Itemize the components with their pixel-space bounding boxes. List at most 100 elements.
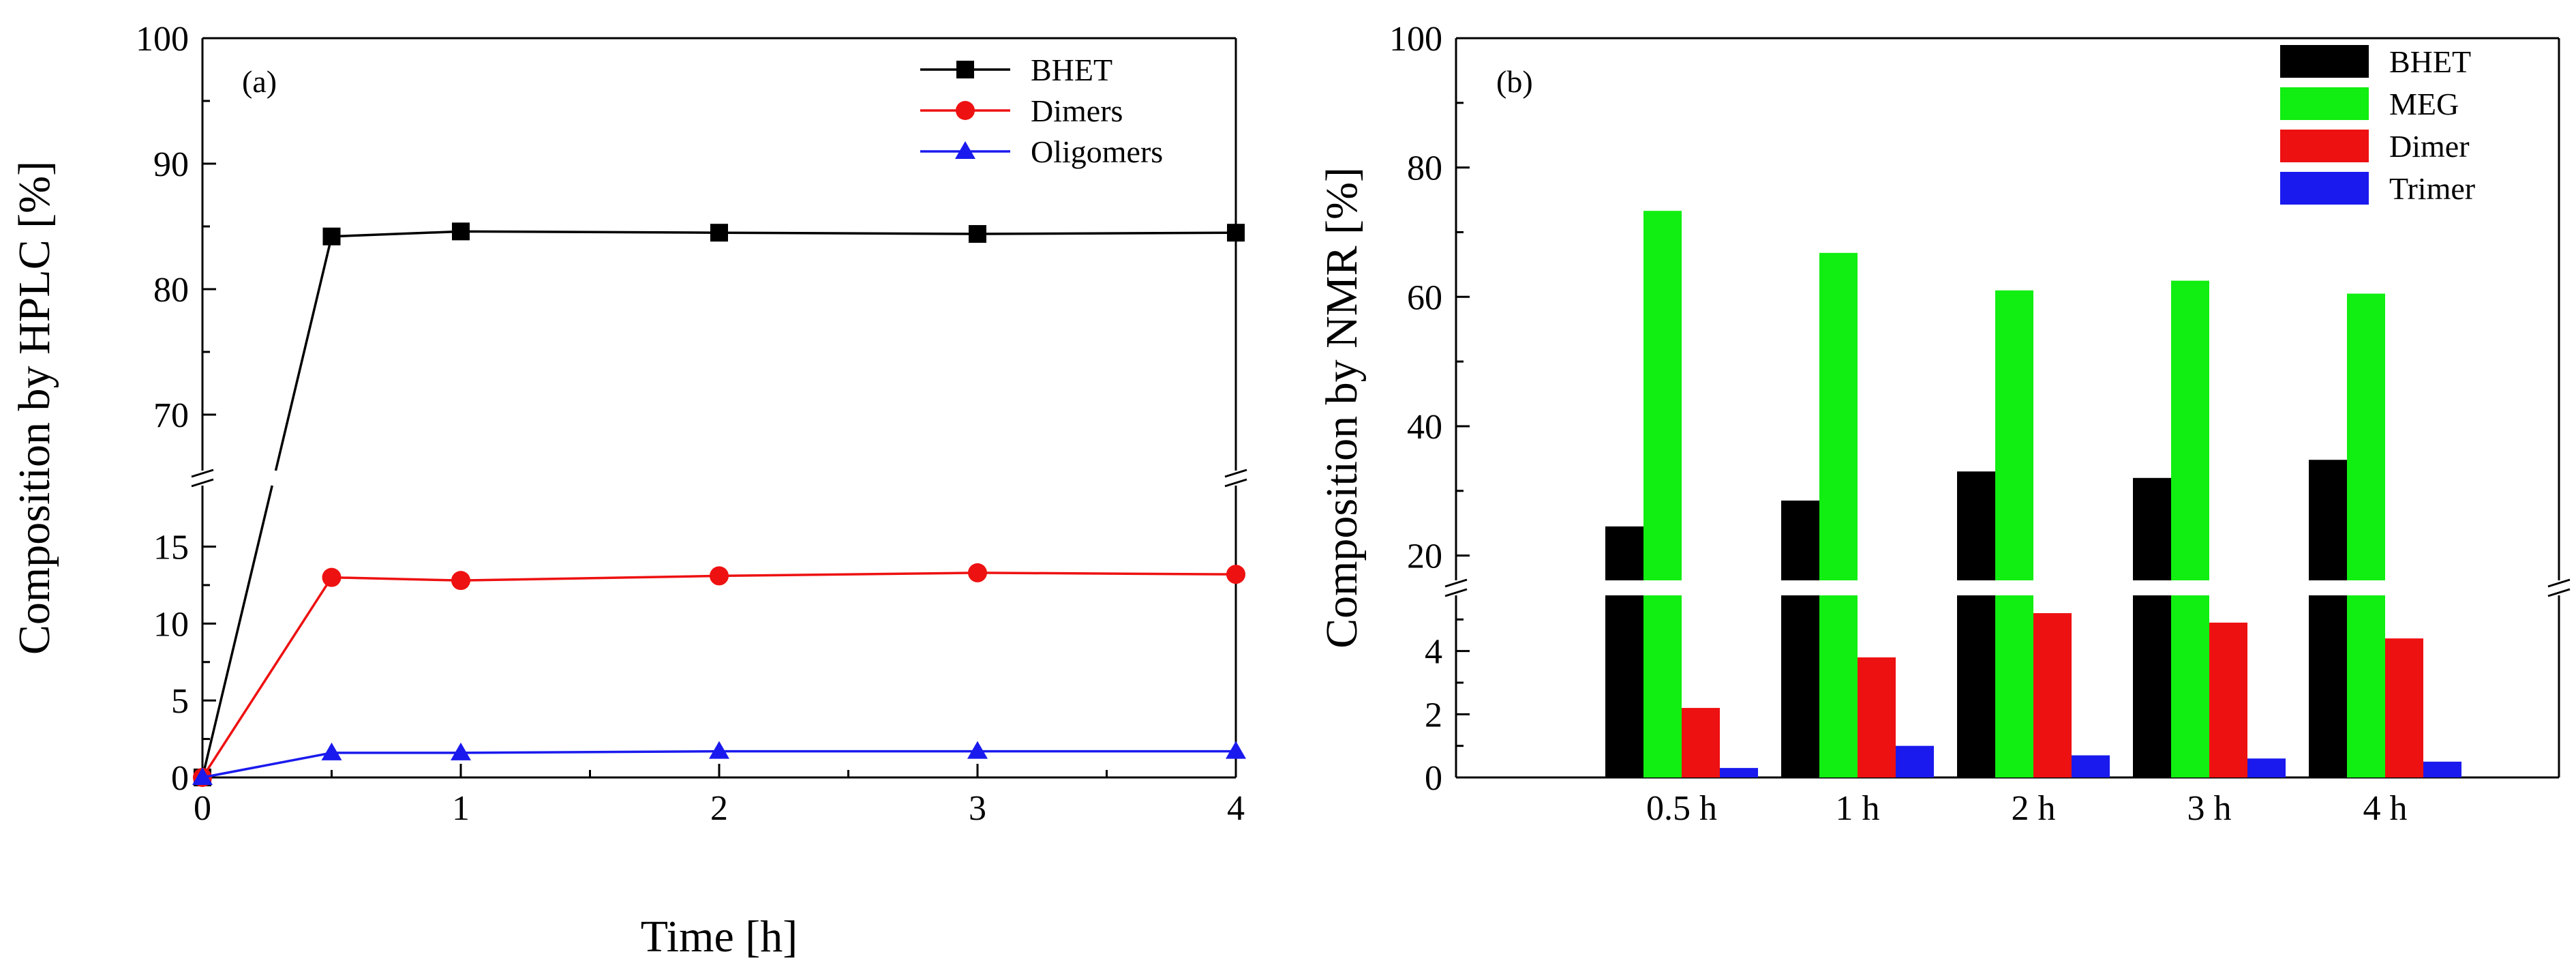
legend-item: Oligomers	[920, 134, 1163, 169]
legend-marker	[955, 141, 975, 159]
bar-lower-segment	[1957, 595, 1995, 777]
axis-break-stroke	[1224, 469, 1247, 478]
legend-label: BHET	[1031, 53, 1112, 87]
panel-label: (a)	[242, 64, 277, 99]
x-tick-label: 0	[194, 789, 211, 828]
y-tick-label: 15	[153, 529, 189, 567]
bar-lower-segment	[1605, 595, 1643, 777]
legend-label: Oligomers	[1031, 134, 1163, 169]
y-tick-label: 5	[171, 682, 189, 721]
axis-break-right	[1224, 469, 1247, 488]
y-tick-label: 100	[1389, 20, 1442, 59]
legend-label: Dimer	[2389, 129, 2470, 164]
legend-item: Dimer	[2280, 129, 2470, 164]
axis-break-left	[1444, 578, 1468, 597]
y-tick-label: 2	[1425, 696, 1442, 734]
bar-upper-segment	[2347, 293, 2385, 580]
axis-break-stroke	[191, 478, 214, 488]
x-tick-label: 4 h	[2363, 789, 2408, 828]
panel-label: (b)	[1496, 64, 1533, 99]
bar	[1720, 768, 1758, 777]
y-tick-label: 10	[153, 605, 189, 644]
bar	[1682, 708, 1720, 777]
y-tick-label: 4	[1425, 633, 1442, 672]
bar	[2209, 622, 2247, 777]
y-tick-label: 80	[153, 271, 189, 310]
legend-label: Trimer	[2389, 171, 2475, 206]
bar-upper-segment	[2133, 477, 2171, 580]
data-point	[968, 563, 987, 582]
axis-break-stroke	[2547, 578, 2571, 588]
legend-item: MEG	[2280, 87, 2459, 121]
y-tick-label: 60	[1407, 278, 1442, 317]
x-tick-label: 0.5 h	[1646, 789, 1717, 828]
x-tick-label: 1	[452, 789, 470, 828]
bar-upper-segment	[1995, 290, 2033, 580]
series-dimer	[1682, 613, 2423, 777]
bar-lower-segment	[1643, 595, 1682, 777]
x-tick-label: 3	[969, 789, 986, 828]
x-tick-label: 1 h	[1836, 789, 1880, 828]
bar	[2423, 761, 2461, 777]
legend-item: BHET	[920, 53, 1112, 87]
data-point	[322, 567, 342, 587]
series-meg	[1643, 211, 2385, 777]
y-tick-label: 40	[1407, 408, 1442, 447]
legend-swatch	[2280, 130, 2369, 162]
x-tick-label: 2	[710, 789, 728, 828]
y-tick-label: 0	[171, 759, 189, 798]
axis-break-left	[191, 469, 214, 488]
bar-lower-segment	[2171, 595, 2209, 777]
data-point	[1226, 565, 1245, 584]
y-tick-label: 100	[136, 20, 189, 59]
legend-swatch	[2280, 87, 2369, 120]
bar-lower-segment	[2347, 595, 2385, 777]
legend-swatch	[2280, 45, 2369, 78]
legend-swatch	[2280, 172, 2369, 205]
y-axis-title: Composition by HPLC [%]	[10, 161, 59, 655]
bar-upper-segment	[1957, 471, 1995, 580]
bar-upper-segment	[1819, 252, 1858, 580]
bar	[1858, 657, 1896, 777]
data-point	[969, 225, 986, 243]
bar	[1896, 745, 1934, 777]
series-line	[201, 571, 1237, 778]
bar-lower-segment	[1781, 595, 1819, 777]
series-bhet	[1605, 460, 2347, 777]
series-line-segment	[274, 236, 333, 471]
data-point	[322, 227, 341, 246]
data-point	[452, 222, 470, 241]
legend-b: BHET MEG Dimer Trimer	[2280, 44, 2475, 206]
axis-break-stroke	[1224, 478, 1247, 488]
x-tick-label: 3 h	[2187, 789, 2232, 828]
legend-item: Trimer	[2280, 171, 2475, 206]
bar-lower-segment	[1819, 595, 1858, 777]
axis-break-right	[2547, 578, 2571, 597]
legend-label: Dimers	[1031, 93, 1123, 128]
plot-frame-a	[201, 37, 1237, 779]
legend-item: Dimers	[920, 93, 1123, 128]
y-tick-label: 20	[1407, 537, 1442, 576]
series-bhet	[194, 222, 1245, 786]
bar-upper-segment	[2171, 280, 2209, 580]
bar	[2033, 613, 2072, 777]
series-trimer	[1720, 745, 2461, 777]
y-axis-title: Composition by NMR [%]	[1317, 167, 1367, 649]
data-point	[451, 571, 470, 591]
legend-a: BHET Dimers Oligomers	[920, 53, 1163, 169]
y-tick-label: 80	[1407, 149, 1442, 188]
bar-upper-segment	[1643, 211, 1682, 580]
bar-lower-segment	[2133, 595, 2171, 777]
bar-upper-segment	[2309, 460, 2347, 580]
data-point	[709, 741, 729, 759]
bar-upper-segment	[1781, 500, 1819, 580]
series-line	[202, 749, 1236, 779]
x-axis-title: Time [h]	[641, 912, 798, 962]
y-tick-label: 90	[153, 145, 189, 184]
axis-break-stroke	[1444, 588, 1468, 597]
legend-label: BHET	[2389, 44, 2471, 79]
legend-marker	[956, 101, 975, 120]
data-point	[710, 224, 728, 242]
data-point	[451, 742, 471, 760]
